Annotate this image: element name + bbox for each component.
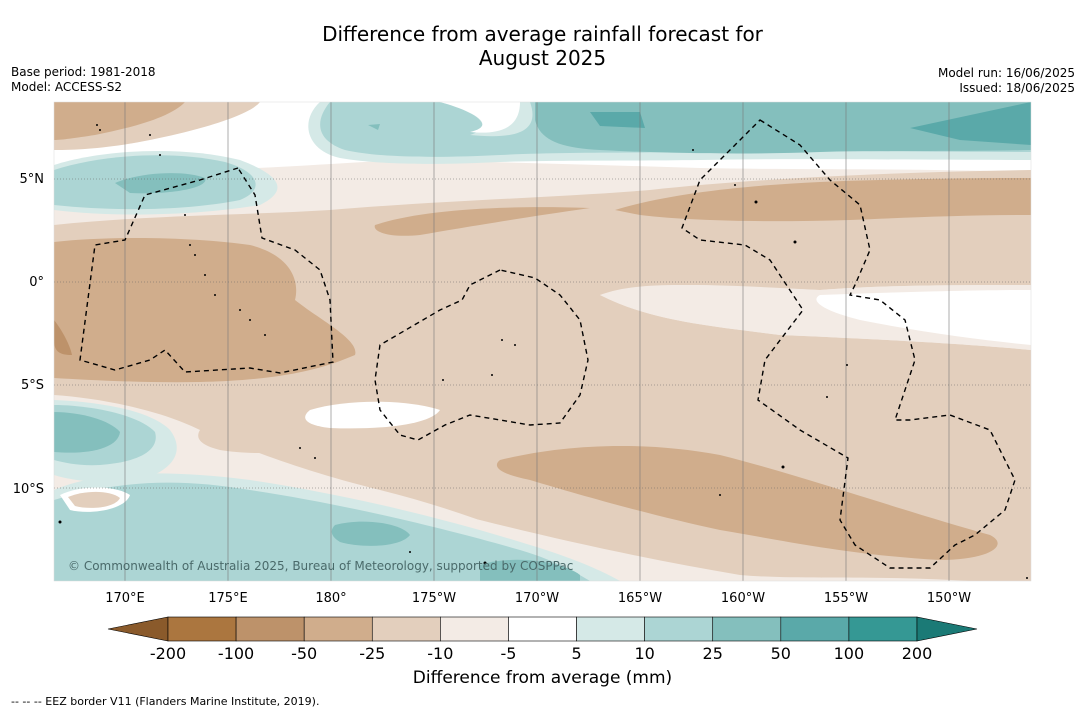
- colorbar-tick-label: 5: [571, 644, 582, 663]
- eez-border-west: [79, 167, 334, 374]
- region-wet-south-mid: [54, 482, 590, 581]
- longitude-labels: 170°E 175°E 180° 175°W 170°W 165°W 160°W…: [105, 591, 971, 606]
- colorbar-extend-low: [107, 616, 169, 642]
- region-wet-south-inner-1: [331, 521, 410, 546]
- lon-label-175w: 175°W: [412, 591, 456, 606]
- colorbar-segment: [712, 616, 782, 642]
- lon-label-170w: 170°W: [515, 591, 559, 606]
- lat-label-5s: 5°S: [21, 378, 44, 393]
- region-near-normal-east-pocket: [816, 290, 1031, 345]
- lon-label-150w: 150°W: [927, 591, 971, 606]
- colorbar-tick-label: 100: [833, 644, 865, 663]
- eez-border-central: [374, 269, 589, 441]
- lat-label-5n: 5°N: [20, 172, 45, 187]
- lat-label-10s: 10°S: [13, 482, 44, 497]
- region-dry-southwest-spot: [68, 491, 120, 508]
- colorbar-segment: [576, 616, 645, 642]
- region-dry-south-central: [496, 445, 998, 560]
- base-period: Base period: 1981-2018: [11, 65, 156, 79]
- colorbar-tick-label: -50: [291, 644, 318, 663]
- lon-label-165w: 165°W: [618, 591, 662, 606]
- lon-label-155w: 155°W: [824, 591, 868, 606]
- region-dry-central-north: [374, 207, 590, 236]
- region-dry-east-north: [615, 178, 1031, 222]
- colorbar: [107, 616, 978, 642]
- colorbar-segment: [235, 616, 305, 642]
- lon-label-175e: 175°E: [208, 591, 248, 606]
- map-title: Difference from average rainfall forecas…: [0, 22, 1085, 70]
- lon-label-180: 180°: [315, 591, 346, 606]
- colorbar-extend-high: [916, 616, 978, 642]
- region-near-normal-north-pocket: [440, 102, 520, 133]
- colorbar-tick-label: -10: [427, 644, 454, 663]
- eez-footnote: -- -- -- EEZ border V11 (Flanders Marine…: [11, 695, 320, 708]
- colorbar-segment: [848, 616, 918, 642]
- colorbar-tick-label: 50: [770, 644, 791, 663]
- model-name: Model: ACCESS-S2: [11, 80, 123, 94]
- colorbar-segment: [508, 616, 577, 642]
- colorbar-segment: [644, 616, 714, 642]
- region-dry-west-inner: [54, 238, 356, 383]
- colorbar-segment: [371, 616, 441, 642]
- region-wet-north-inner: [535, 102, 1031, 154]
- colorbar-segment: [780, 616, 850, 642]
- model-run: Model run: 16/06/2025: [937, 66, 1075, 80]
- colorbar-segment: [167, 616, 237, 642]
- lon-label-170e: 170°E: [105, 591, 145, 606]
- latitude-labels: 5°N 0° 5°S 10°S: [13, 172, 44, 497]
- issued-date: Issued: 18/06/2025: [959, 81, 1075, 95]
- colorbar-tick-label: 10: [634, 644, 655, 663]
- map-frame: [53, 101, 1032, 582]
- colorbar-tick-label: 200: [901, 644, 933, 663]
- colorbar-tick-label: -100: [217, 644, 255, 663]
- lon-label-160w: 160°W: [721, 591, 765, 606]
- region-near-normal-south-pocket: [305, 401, 440, 429]
- eez-border-east: [681, 119, 1016, 569]
- region-wet-southwest-inner: [54, 412, 120, 453]
- base-info: Base period: 1981-2018 Model: ACCESS-S2: [11, 65, 156, 95]
- colorbar-tick-label: -25: [359, 644, 386, 663]
- region-dry-south-west: [198, 424, 330, 453]
- eez-borders: [79, 119, 1016, 569]
- lat-label-0: 0°: [29, 275, 44, 290]
- run-info: Model run: 16/06/2025 Issued: 18/06/2025: [938, 66, 1075, 96]
- title-line-1: Difference from average rainfall forecas…: [322, 22, 763, 46]
- colorbar-title: Difference from average (mm): [412, 668, 673, 688]
- region-dry-west-core: [54, 320, 72, 355]
- region-wet-west-inner: [115, 173, 206, 194]
- region-dry-nw-inner: [54, 102, 185, 140]
- islands: [58, 124, 1028, 579]
- graticule: [54, 178, 1031, 489]
- region-wet-north-core-1: [590, 112, 645, 128]
- meridians: [124, 102, 950, 581]
- colorbar-segment: [303, 616, 373, 642]
- region-wet-north-spot: [368, 124, 380, 130]
- copyright-text: © Commonwealth of Australia 2025, Bureau…: [68, 559, 573, 573]
- colorbar-tick-label: -200: [149, 644, 187, 663]
- title-line-2: August 2025: [478, 46, 607, 70]
- region-wet-north-core-2: [910, 102, 1031, 145]
- colorbar-tick-label: 25: [702, 644, 723, 663]
- region-wet-south-inner-2: [480, 559, 580, 581]
- colorbar-segment: [440, 616, 509, 642]
- colorbar-tick-label: -5: [500, 644, 517, 663]
- map-panel: © Commonwealth of Australia 2025, Bureau…: [54, 102, 1031, 581]
